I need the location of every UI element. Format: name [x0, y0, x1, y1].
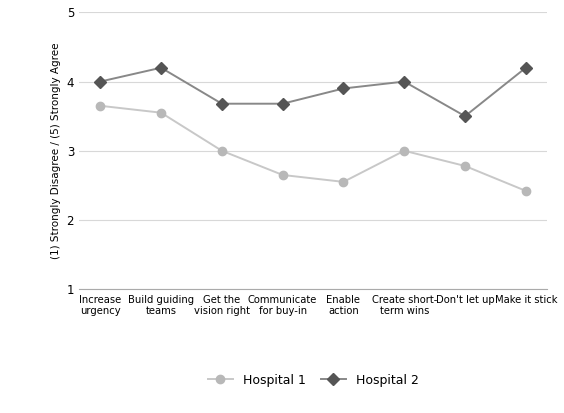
Y-axis label: (1) Strongly Disagree / (5) Strongly Agree: (1) Strongly Disagree / (5) Strongly Agr…	[51, 43, 61, 259]
Legend: Hospital 1, Hospital 2: Hospital 1, Hospital 2	[204, 370, 422, 391]
